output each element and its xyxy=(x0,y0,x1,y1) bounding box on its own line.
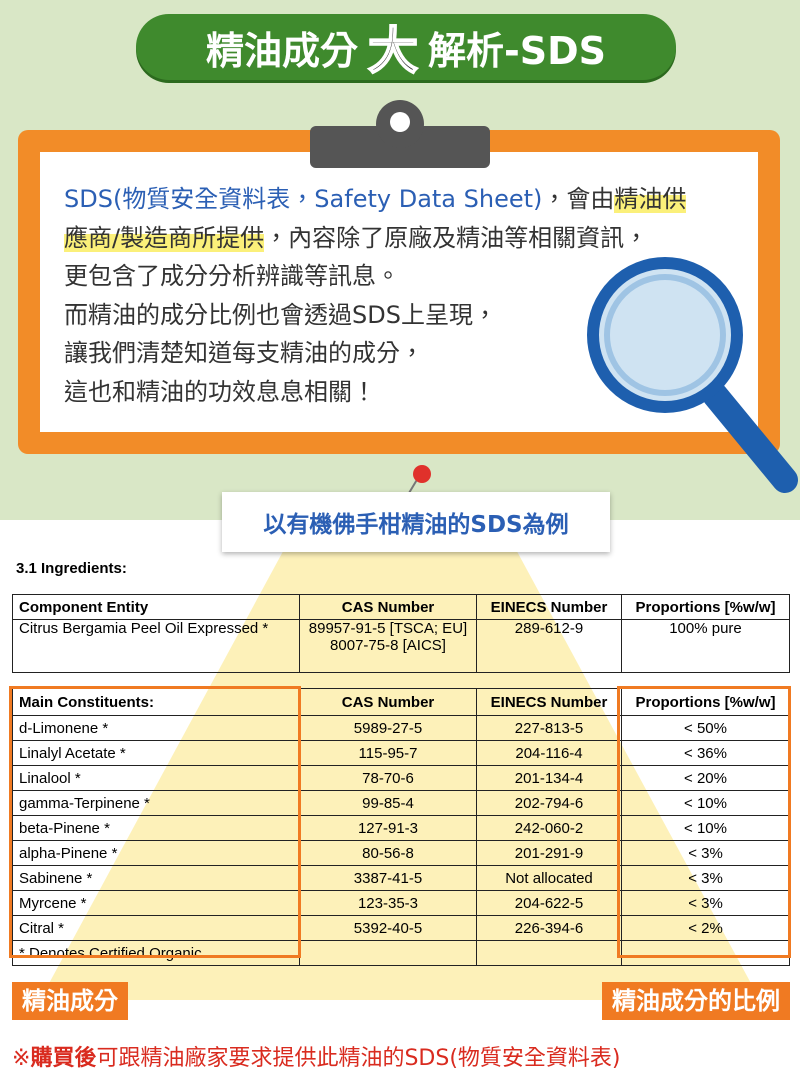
header-cell: Proportions [%w/w] xyxy=(621,688,790,716)
highlight-box xyxy=(617,686,791,958)
cell: Not allocated xyxy=(476,865,622,891)
title-text: 解析-SDS xyxy=(427,28,607,73)
cell: 89957-91-5 [TSCA; EU] 8007-75-8 [AICS] xyxy=(299,619,477,673)
cell: 204-622-5 xyxy=(476,890,622,916)
cell: 115-95-7 xyxy=(299,740,477,766)
cell: 80-56-8 xyxy=(299,840,477,866)
section-title: 3.1 Ingredients: xyxy=(16,560,127,577)
cell: < 10% xyxy=(621,815,790,841)
title-text: 精油成分 xyxy=(205,28,358,73)
header-cell: EINECS Number xyxy=(476,594,622,620)
cell: < 2% xyxy=(621,915,790,941)
cell: 100% pure xyxy=(621,619,790,673)
intro-highlight: 應商/製造商所提供 xyxy=(64,223,265,252)
cell-line: 8007-75-8 [AICS] xyxy=(330,637,446,654)
footer-bold: 購買後 xyxy=(30,1046,97,1071)
cell: 201-291-9 xyxy=(476,840,622,866)
cell: d-Limonene * xyxy=(12,715,300,741)
intro-text: SDS(物質安全資料表，Safety Data Sheet) xyxy=(64,185,543,213)
header-cell: EINECS Number xyxy=(476,688,622,716)
header-cell: CAS Number xyxy=(299,688,477,716)
header-cell: Proportions [%w/w] xyxy=(621,594,790,620)
cell: 99-85-4 xyxy=(299,790,477,816)
cell-line: 89957-91-5 [TSCA; EU] xyxy=(308,620,468,637)
row: Myrcene * 123-35-3 204-622-5 < 3% xyxy=(12,890,790,916)
table-1: Component Entity CAS Number EINECS Number P… xyxy=(12,594,790,673)
header-cell: Main Constituents: xyxy=(12,688,300,716)
cell: 3387-41-5 xyxy=(299,865,477,891)
box-label: 精油成分 xyxy=(12,982,128,1020)
cell: < 50% xyxy=(621,715,790,741)
footer-text: 可跟精油廠家要求提供此精油的SDS(物質安全資料表) xyxy=(96,1046,621,1071)
cell: 127-91-3 xyxy=(299,815,477,841)
cell: 5392-40-5 xyxy=(299,915,477,941)
title-emphasis: 大 xyxy=(367,21,419,81)
cell: 242-060-2 xyxy=(476,815,622,841)
row: d-Limonene * 5989-27-5 227-813-5 < 50% xyxy=(12,715,790,741)
clip-icon xyxy=(310,100,490,168)
row: Sabinene * 3387-41-5 Not allocated < 3% xyxy=(12,865,790,891)
cell: 78-70-6 xyxy=(299,765,477,791)
intro: SDS(物質安全資料表，Safety Data Sheet)，會由精油供 應商/… xyxy=(64,180,687,411)
header-cell: CAS Number xyxy=(299,594,477,620)
row: beta-Pinene * 127-91-3 242-060-2 < 10% xyxy=(12,815,790,841)
cell: 202-794-6 xyxy=(476,790,622,816)
row: Citral * 5392-40-5 226-394-6 < 2% xyxy=(12,915,790,941)
box-label: 精油成分的比例 xyxy=(602,982,790,1020)
intro-line: 而精油的成分比例也會透過SDS上呈現， xyxy=(64,300,497,329)
cell xyxy=(621,940,790,966)
intro-highlight: 精油供 xyxy=(614,185,687,213)
cell: 227-813-5 xyxy=(476,715,622,741)
intro-text: ，會由 xyxy=(542,185,615,213)
cell xyxy=(476,940,622,966)
header-row: Main Constituents: CAS Number EINECS Numbe… xyxy=(12,688,790,716)
intro-line: 更包含了成分分析辨識等訊息。 xyxy=(64,262,400,290)
row: Citrus Bergamia Peel Oil Expressed * 8995… xyxy=(12,619,790,673)
header-cell: Component Entity xyxy=(12,594,300,620)
title: 精油成分 大 解析-SDS xyxy=(136,14,676,81)
table-2: Main Constituents: CAS Number EINECS Numbe… xyxy=(12,688,790,966)
magnifier-icon xyxy=(587,257,798,493)
cell: < 3% xyxy=(621,865,790,891)
cell: 204-116-4 xyxy=(476,740,622,766)
cell: Sabinene * xyxy=(12,865,300,891)
highlight-box xyxy=(9,686,301,958)
footer-mark: ※ xyxy=(12,1046,31,1071)
cell: 123-35-3 xyxy=(299,890,477,916)
header-row: Component Entity CAS Number EINECS Number P… xyxy=(12,594,790,620)
footer-note: ※購買後可跟精油廠家要求提供此精油的SDS(物質安全資料表) xyxy=(12,1040,621,1072)
cell: 226-394-6 xyxy=(476,915,622,941)
cell: 201-134-4 xyxy=(476,765,622,791)
cell xyxy=(299,940,477,966)
row: Linalyl Acetate * 115-95-7 204-116-4 < 36% xyxy=(12,740,790,766)
cell: Citrus Bergamia Peel Oil Expressed * xyxy=(12,619,300,673)
example-label: 以有機佛手柑精油的SDS為例 xyxy=(222,492,610,552)
intro-line: 讓我們清楚知道每支精油的成分， xyxy=(64,339,424,367)
intro-line: 這也和精油的功效息息相關！ xyxy=(64,377,376,406)
cell: 289-612-9 xyxy=(476,619,622,673)
cell: 5989-27-5 xyxy=(299,715,477,741)
intro-text: ，內容除了原廠及精油等相關資訊， xyxy=(264,223,649,252)
